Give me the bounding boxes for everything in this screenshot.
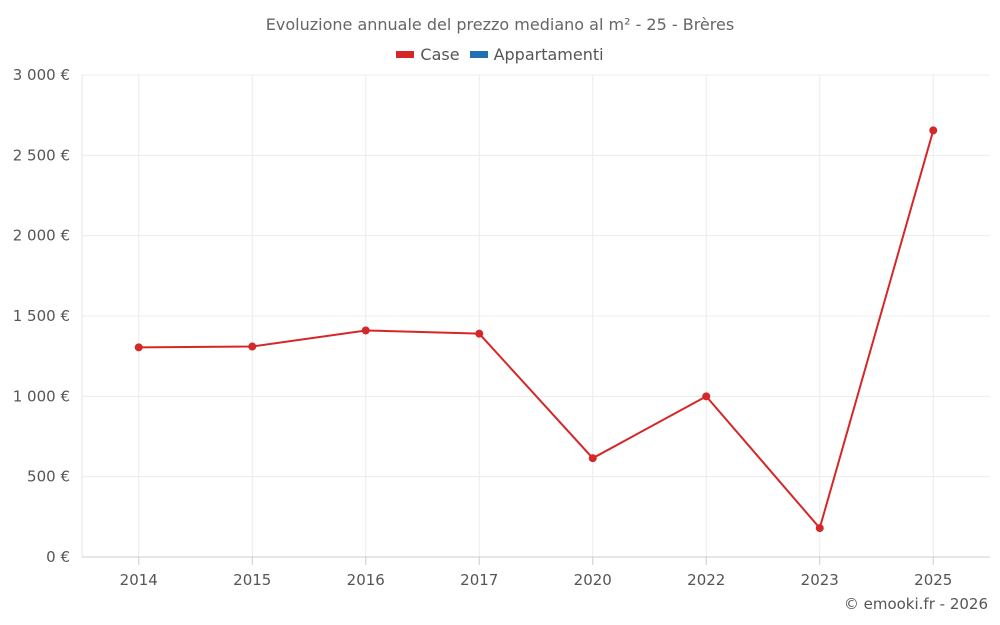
- credit-text: © emooki.fr - 2026: [843, 595, 988, 613]
- legend-item-appartamenti[interactable]: Appartamenti: [469, 45, 604, 64]
- x-tick-label: 2016: [347, 571, 385, 589]
- data-point: [248, 342, 257, 351]
- y-tick-label: 500 €: [27, 468, 70, 486]
- data-point: [588, 454, 597, 463]
- data-point: [815, 524, 824, 533]
- legend-swatch-case: [396, 51, 415, 58]
- x-tick-label: 2022: [687, 571, 725, 589]
- legend-item-case[interactable]: Case: [396, 45, 460, 64]
- y-tick-label: 2 500 €: [13, 146, 70, 164]
- x-tick-label: 2014: [120, 571, 158, 589]
- x-tick-label: 2020: [574, 571, 612, 589]
- legend-swatch-appartamenti: [469, 51, 488, 58]
- x-tick-label: 2023: [801, 571, 839, 589]
- data-point: [475, 329, 484, 338]
- legend-label-case: Case: [420, 45, 460, 64]
- data-point: [134, 343, 143, 352]
- x-tick-label: 2025: [914, 571, 952, 589]
- data-point: [702, 392, 711, 401]
- legend-label-appartamenti: Appartamenti: [493, 45, 604, 64]
- chart-title: Evoluzione annuale del prezzo mediano al…: [265, 15, 735, 34]
- y-tick-label: 2 000 €: [13, 227, 70, 245]
- x-tick-label: 2015: [233, 571, 271, 589]
- y-tick-label: 1 500 €: [13, 307, 70, 325]
- data-point: [361, 326, 370, 335]
- y-tick-label: 3 000 €: [13, 66, 70, 84]
- data-point: [929, 126, 938, 135]
- y-tick-label: 1 000 €: [13, 387, 70, 405]
- chart-legend: Case Appartamenti: [0, 45, 1000, 64]
- x-tick-label: 2017: [460, 571, 498, 589]
- series-line-case: [138, 130, 935, 531]
- y-tick-label: 0 €: [46, 548, 70, 566]
